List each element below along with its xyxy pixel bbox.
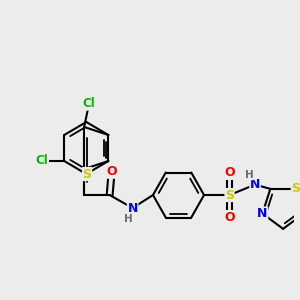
- Text: H: H: [245, 169, 254, 180]
- Text: N: N: [128, 202, 138, 214]
- Text: N: N: [250, 178, 260, 191]
- Text: S: S: [82, 167, 91, 181]
- Text: O: O: [224, 211, 235, 224]
- Text: S: S: [291, 182, 300, 195]
- Text: O: O: [106, 165, 117, 178]
- Text: O: O: [224, 167, 235, 179]
- Text: N: N: [257, 207, 268, 220]
- Text: H: H: [124, 214, 133, 224]
- Text: S: S: [225, 188, 234, 202]
- Text: Cl: Cl: [83, 97, 95, 110]
- Text: Cl: Cl: [36, 154, 48, 167]
